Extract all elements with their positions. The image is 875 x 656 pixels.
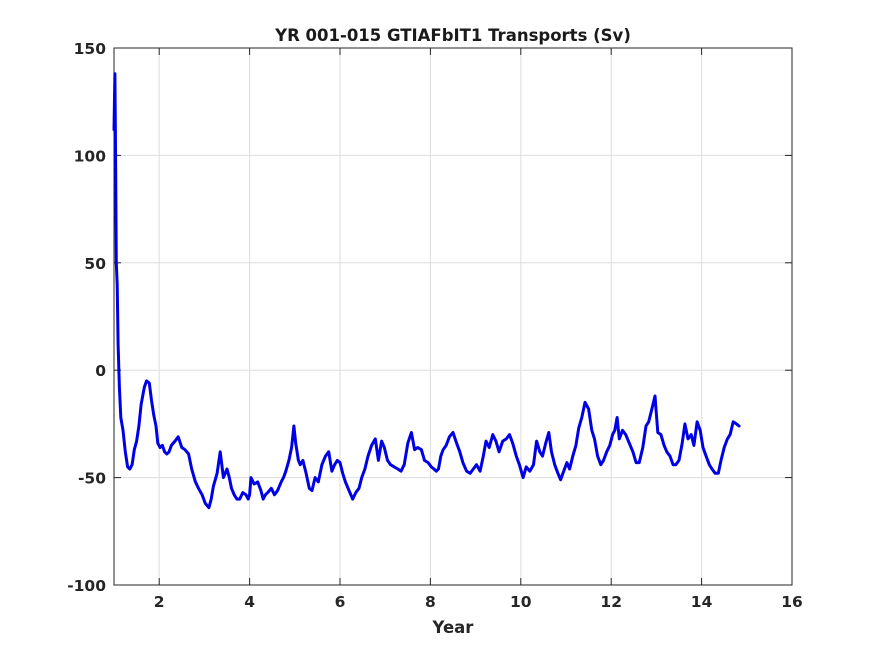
x-tick-label: 6 [335, 593, 346, 611]
series-line [112, 72, 741, 510]
x-tick-label: 10 [510, 593, 532, 611]
axis-ticks: 2 4 6 8 10 12 14 16 -100 -50 0 50 100 150 [67, 40, 803, 611]
y-tick-label: 50 [84, 255, 106, 273]
x-axis-label: Year [432, 618, 475, 637]
y-tick-label: -50 [78, 470, 106, 488]
chart-title: YR 001-015 GTIAFbIT1 Transports (Sv) [274, 26, 631, 45]
x-tick-label: 12 [600, 593, 622, 611]
y-tick-label: -100 [67, 577, 106, 595]
x-tick-label: 14 [691, 593, 713, 611]
x-tick-label: 8 [425, 593, 436, 611]
grid-lines [114, 47, 793, 586]
x-tick-label: 2 [154, 593, 165, 611]
y-tick-label: 150 [74, 40, 107, 58]
plot-frame [113, 47, 793, 586]
y-tick-label: 100 [74, 147, 107, 165]
y-tick-label: 0 [95, 362, 106, 380]
x-tick-label: 4 [244, 593, 255, 611]
x-tick-label: 16 [781, 593, 803, 611]
